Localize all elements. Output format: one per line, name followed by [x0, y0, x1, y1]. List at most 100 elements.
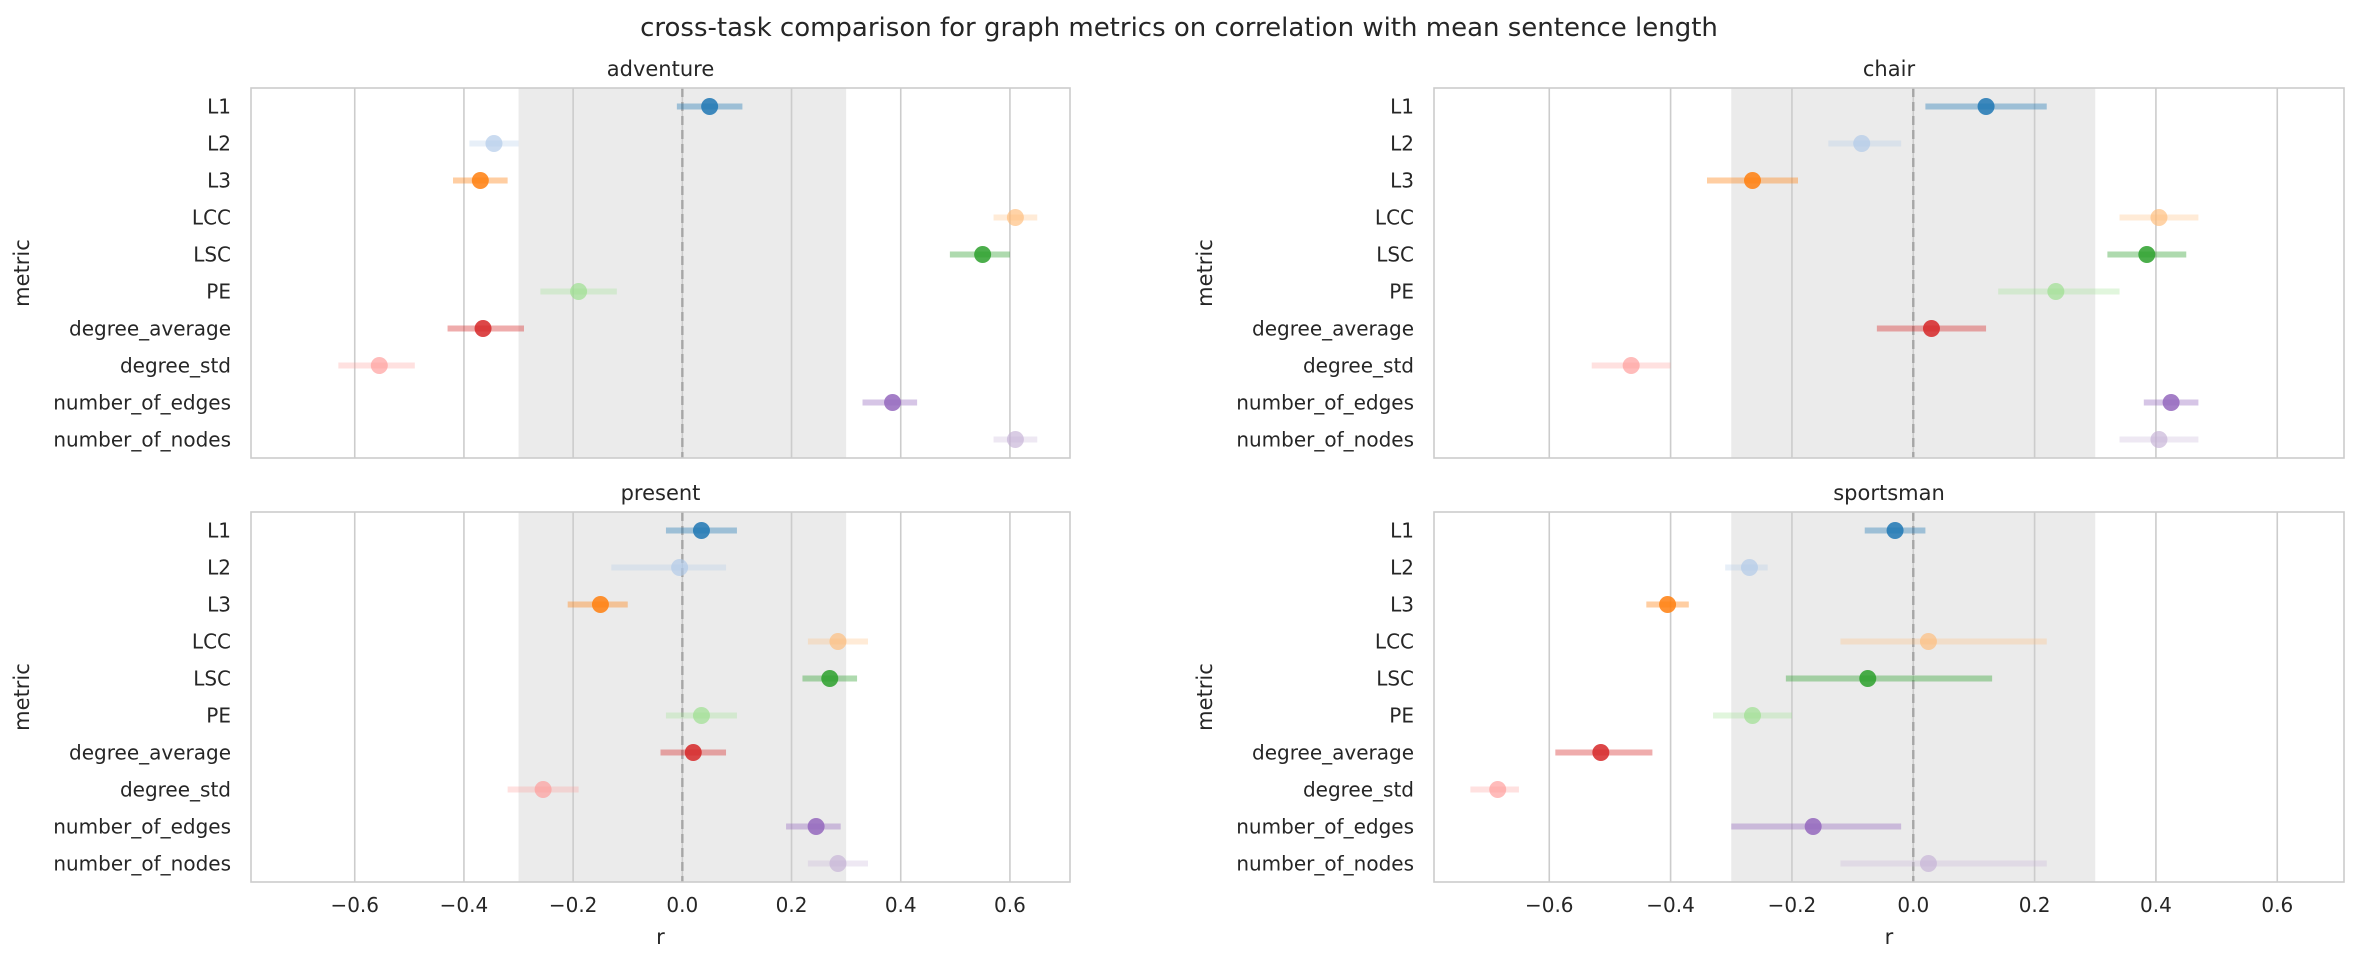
point: [884, 394, 902, 411]
x-tick-label: 0.0: [666, 893, 698, 917]
panel-title: adventure: [607, 57, 715, 81]
x-tick-label: 0.4: [885, 893, 917, 917]
point: [829, 633, 847, 650]
plot-frame: [250, 511, 1071, 883]
figure-title: cross-task comparison for graph metrics …: [640, 13, 1718, 43]
panel-sportsman: sportsman metric L1 L2 L3 LCC LSC PE degree_aver…: [1193, 481, 2345, 949]
y-tick-label: number_of_edges: [1236, 815, 1414, 839]
y-tick-label: L3: [207, 169, 231, 193]
y-tick-label: degree_average: [1252, 317, 1414, 341]
x-tick-label: 0.2: [2019, 893, 2051, 917]
plot-frame: [1433, 511, 2345, 883]
y-tick-label: number_of_nodes: [53, 428, 231, 452]
y-tick-label: LSC: [193, 667, 231, 691]
point: [1744, 172, 1761, 189]
point: [1886, 522, 1904, 539]
x-tick-label: 0.6: [2261, 893, 2293, 917]
y-tick-label: degree_average: [1252, 741, 1414, 765]
point: [1006, 431, 1024, 448]
point: [1853, 135, 1871, 152]
x-axis-label: r: [1885, 925, 1894, 949]
y-tick-label: L2: [207, 132, 231, 156]
point: [807, 818, 825, 835]
x-tick-label: −0.6: [330, 893, 379, 917]
x-tick-label: −0.6: [1525, 893, 1574, 917]
x-tick-label: −0.2: [1768, 893, 1817, 917]
x-tick-label: −0.4: [440, 893, 489, 917]
point: [1622, 357, 1640, 374]
panel-title: sportsman: [1833, 481, 1945, 505]
y-tick-label: degree_std: [1303, 778, 1414, 802]
point: [821, 670, 839, 687]
y-tick-label: PE: [206, 280, 231, 304]
y-axis-label: metric: [1193, 239, 1217, 307]
point: [974, 246, 992, 263]
point: [1489, 781, 1507, 798]
y-tick-label: LCC: [192, 206, 231, 230]
y-tick-label: number_of_nodes: [1236, 428, 1414, 452]
point: [2047, 283, 2065, 300]
x-tick-label: −0.4: [1646, 893, 1695, 917]
point: [570, 283, 588, 300]
y-tick-label: number_of_edges: [53, 391, 231, 415]
point: [692, 707, 710, 724]
point: [701, 98, 719, 115]
y-tick-label: LCC: [192, 630, 231, 654]
point: [2138, 246, 2156, 263]
point: [2162, 394, 2180, 411]
x-axis-label: r: [656, 925, 665, 949]
point: [1922, 320, 1940, 337]
point: [1744, 707, 1761, 724]
y-tick-label: degree_std: [120, 778, 231, 802]
y-axis-label: metric: [1193, 663, 1217, 731]
y-tick-label: number_of_nodes: [1236, 852, 1414, 876]
y-tick-label: number_of_nodes: [53, 852, 231, 876]
y-tick-label: degree_average: [69, 317, 231, 341]
y-tick-label: L1: [207, 519, 231, 543]
point: [534, 781, 552, 798]
panel-chair: chair metric L1 L2 L3 LCC LSC PE degree_averaged…: [1193, 57, 2345, 459]
y-tick-label: number_of_edges: [53, 815, 231, 839]
y-tick-label: degree_std: [120, 354, 231, 378]
point: [671, 559, 689, 576]
x-tick-label: −0.2: [549, 893, 598, 917]
y-tick-label: number_of_edges: [1236, 391, 1414, 415]
x-tick-label: 0.0: [1897, 893, 1929, 917]
y-tick-label: degree_average: [69, 741, 231, 765]
point: [1592, 744, 1610, 761]
point: [1919, 633, 1937, 650]
y-tick-label: LSC: [1376, 667, 1414, 691]
y-tick-label: PE: [1389, 704, 1414, 728]
y-tick-label: L2: [207, 556, 231, 580]
y-tick-label: PE: [206, 704, 231, 728]
plot-frame: [1433, 87, 2345, 459]
y-axis-label: metric: [10, 239, 34, 307]
y-tick-label: L2: [1390, 556, 1414, 580]
point: [1659, 596, 1677, 613]
y-tick-label: L1: [1390, 519, 1414, 543]
y-tick-label: L3: [1390, 169, 1414, 193]
panel-title: present: [621, 481, 701, 505]
point: [1919, 855, 1937, 872]
x-tick-label: 0.2: [776, 893, 808, 917]
y-tick-label: L1: [1390, 95, 1414, 119]
point: [1740, 559, 1758, 576]
point: [471, 172, 489, 189]
y-tick-label: L3: [207, 593, 231, 617]
point: [485, 135, 503, 152]
y-tick-label: L3: [1390, 593, 1414, 617]
point: [474, 320, 492, 337]
point: [1006, 209, 1024, 226]
point: [1977, 98, 1995, 115]
panel-title: chair: [1863, 57, 1916, 81]
x-tick-label: 0.4: [2140, 893, 2172, 917]
y-tick-label: LCC: [1375, 630, 1414, 654]
point: [684, 744, 702, 761]
y-tick-label: L2: [1390, 132, 1414, 156]
panel-present: present metric L1 L2 L3 LCC LSC PE degree_averag…: [10, 481, 1071, 949]
y-tick-label: PE: [1389, 280, 1414, 304]
y-tick-label: degree_std: [1303, 354, 1414, 378]
y-tick-label: LSC: [1376, 243, 1414, 267]
y-tick-label: LCC: [1375, 206, 1414, 230]
